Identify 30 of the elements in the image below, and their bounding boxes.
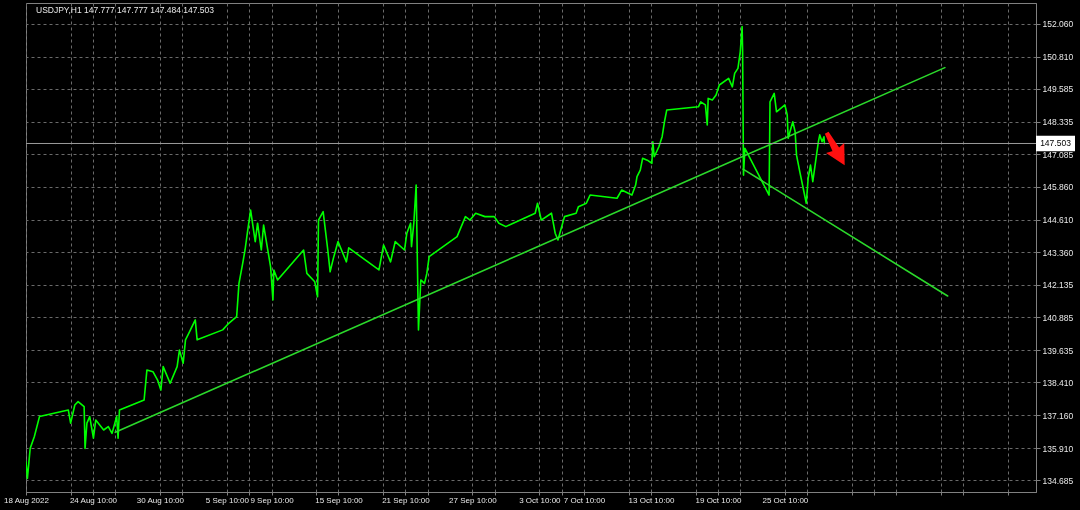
x-tick-label: 7 Oct 10:00 bbox=[563, 495, 606, 505]
x-tick-label: 27 Sep 10:00 bbox=[449, 495, 498, 505]
y-tick-label: 140.885 bbox=[1042, 312, 1074, 323]
y-tick-label: 137.160 bbox=[1042, 410, 1074, 421]
x-tick-label: 15 Sep 10:00 bbox=[315, 495, 364, 505]
ref-line-label: 147.503 bbox=[1040, 138, 1072, 149]
x-tick-label: 24 Aug 10:00 bbox=[69, 495, 118, 505]
y-tick-label: 143.360 bbox=[1042, 247, 1074, 258]
x-tick-label: 19 Oct 10:00 bbox=[695, 495, 742, 505]
x-tick-label: 5 Sep 10:00 bbox=[205, 495, 250, 505]
x-tick-label: 13 Oct 10:00 bbox=[628, 495, 675, 505]
y-tick-label: 134.685 bbox=[1042, 475, 1074, 486]
y-tick-label: 139.635 bbox=[1042, 345, 1074, 356]
y-tick-label: 138.410 bbox=[1042, 377, 1074, 388]
x-tick-label: 3 Oct 10:00 bbox=[519, 495, 562, 505]
y-tick-label: 147.085 bbox=[1042, 149, 1074, 160]
x-tick-label: 21 Sep 10:00 bbox=[382, 495, 431, 505]
y-tick-label: 150.810 bbox=[1042, 52, 1074, 63]
x-tick-label: 25 Oct 10:00 bbox=[762, 495, 809, 505]
y-tick-label: 148.335 bbox=[1042, 117, 1074, 128]
x-tick-label: 9 Sep 10:00 bbox=[250, 495, 295, 505]
y-tick-label: 152.060 bbox=[1042, 19, 1074, 30]
y-tick-label: 144.610 bbox=[1042, 215, 1074, 226]
chart-title: USDJPY,H1 147.777 147.777 147.484 147.503 bbox=[36, 5, 215, 15]
y-tick-label: 149.585 bbox=[1042, 84, 1074, 95]
x-tick-label: 18 Aug 2022 bbox=[4, 495, 50, 505]
y-tick-label: 135.910 bbox=[1042, 443, 1074, 454]
y-tick-label: 142.135 bbox=[1042, 280, 1074, 291]
y-tick-label: 145.860 bbox=[1042, 182, 1074, 193]
x-tick-label: 30 Aug 10:00 bbox=[136, 495, 185, 505]
